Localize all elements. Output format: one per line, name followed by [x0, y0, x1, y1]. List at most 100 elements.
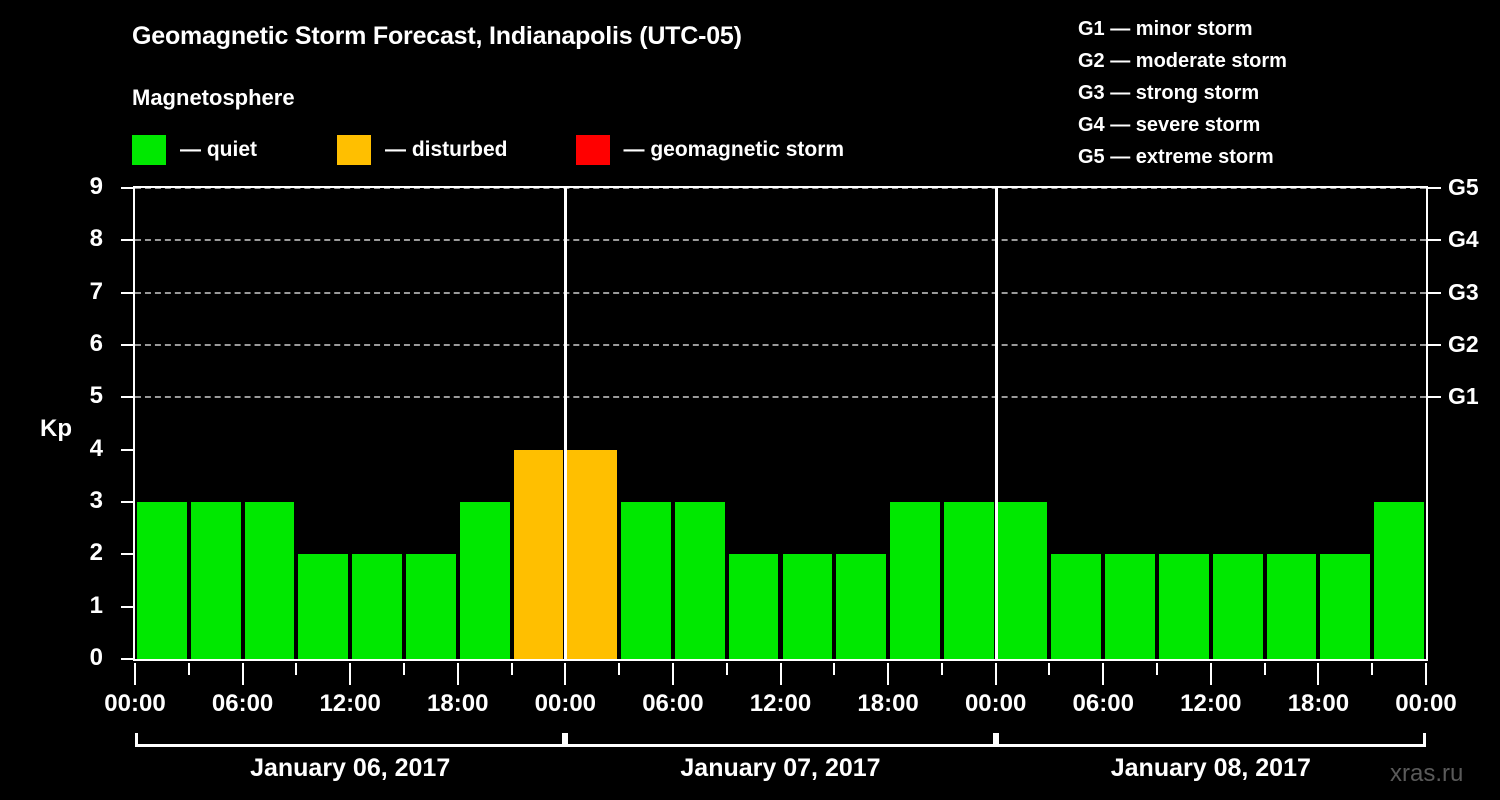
y-tick-label-3: 3: [89, 487, 103, 514]
date-label: January 07, 2017: [680, 754, 881, 782]
y-axis-title: Kp: [40, 415, 72, 442]
bar: [137, 502, 187, 659]
bar: [621, 502, 671, 659]
bar: [728, 554, 779, 659]
bar: [405, 554, 456, 659]
x-tick-mark: [564, 663, 567, 685]
legend-label-quiet: — quiet: [180, 138, 257, 161]
legend-item-quiet: — quiet: [132, 135, 257, 165]
g-tick-mark-g3: [1428, 291, 1441, 294]
x-tick-mark: [887, 663, 890, 685]
x-tick-label: 12:00: [1180, 690, 1242, 717]
g-tick-mark-g5: [1428, 187, 1441, 189]
red-swatch-icon: [575, 135, 610, 165]
x-tick-label: 00:00: [1395, 690, 1457, 717]
y-tick-mark-1: [121, 605, 133, 608]
g-tick-label-g3: G3: [1448, 278, 1479, 305]
x-tick-mark: [1263, 663, 1266, 675]
legend-label-storm: — geomagnetic storm: [623, 138, 845, 161]
g-scale-line-g1: G1 — minor storm: [1078, 18, 1253, 40]
x-tick-mark: [1102, 663, 1105, 685]
y-tick-mark-4: [121, 448, 133, 451]
x-tick-label: 00:00: [964, 690, 1027, 717]
y-tick-label-6: 6: [89, 330, 103, 357]
bar: [943, 502, 994, 659]
bar: [1374, 502, 1424, 659]
x-tick-mark: [402, 663, 405, 675]
x-tick-mark: [779, 663, 782, 685]
y-tick-mark-3: [121, 501, 133, 503]
g-tick-label-g4: G4: [1448, 226, 1479, 253]
bar: [567, 449, 618, 659]
x-tick-mark: [671, 663, 674, 685]
y-tick-mark-2: [121, 553, 133, 556]
y-tick-label-8: 8: [89, 225, 103, 253]
page-title: Geomagnetic Storm Forecast, Indianapolis…: [132, 22, 742, 50]
g-scale-line-g3: G3 — strong storm: [1078, 82, 1260, 104]
y-tick-label-2: 2: [89, 539, 103, 567]
x-tick-mark: [1048, 663, 1051, 675]
y-tick-label-7: 7: [89, 277, 103, 305]
orange-swatch-icon: [337, 135, 371, 165]
bar: [890, 502, 940, 659]
x-tick-mark: [349, 663, 352, 685]
x-tick-mark: [241, 663, 244, 685]
x-tick-mark: [833, 663, 836, 675]
date-label: January 06, 2017: [250, 754, 451, 782]
bar: [298, 554, 349, 659]
gridline-kp-8: [135, 239, 1426, 242]
y-tick-label-5: 5: [89, 382, 103, 410]
x-tick-mark: [187, 663, 190, 675]
x-tick-mark: [456, 663, 459, 685]
bar: [244, 502, 295, 659]
bar: [513, 449, 564, 659]
g-tick-mark-g2: [1428, 344, 1441, 346]
y-tick-mark-5: [121, 396, 133, 399]
x-tick-mark: [1371, 663, 1374, 675]
g-scale-line-g2: G2 — moderate storm: [1078, 50, 1287, 72]
x-tick-mark: [940, 663, 943, 675]
bar: [674, 502, 725, 659]
g-scale-line-g5: G5 — extreme storm: [1078, 146, 1274, 168]
bar: [836, 554, 887, 659]
g-scale-line-g4: G4 — severe storm: [1078, 114, 1261, 136]
bar: [1320, 554, 1371, 659]
day-separator: [564, 188, 568, 659]
g-tick-mark-g4: [1428, 239, 1441, 242]
x-tick-mark: [618, 663, 621, 675]
green-swatch-icon: [132, 135, 166, 165]
gridline-kp-6: [135, 344, 1426, 346]
plot-area: [133, 186, 1428, 661]
gridline-kp-7: [135, 291, 1426, 294]
bar: [1159, 554, 1209, 659]
legend-item-storm: — geomagnetic storm: [575, 135, 845, 165]
gridline-kp-9: [135, 188, 1426, 189]
legend-item-disturbed: — disturbed: [337, 135, 508, 165]
y-tick-mark-7: [121, 291, 133, 294]
x-tick-label: 00:00: [534, 690, 597, 717]
x-tick-label: 12:00: [749, 690, 812, 717]
y-tick-mark-8: [121, 239, 133, 242]
g-scale-legend: G1 — minor storm G2 — moderate storm G3 …: [1078, 13, 1287, 173]
g-tick-mark-g1: [1428, 396, 1441, 399]
bar: [1105, 554, 1156, 659]
x-tick-label: 06:00: [1072, 690, 1134, 717]
y-tick-label-1: 1: [89, 591, 103, 619]
x-tick-label: 18:00: [1287, 690, 1350, 717]
bar: [352, 554, 402, 659]
y-tick-mark-6: [121, 344, 133, 346]
x-tick-mark: [1209, 663, 1212, 685]
x-tick-mark: [134, 663, 136, 685]
y-tick-label-9: 9: [89, 173, 103, 200]
date-bracket: [995, 733, 1426, 747]
x-tick-mark: [994, 663, 997, 685]
y-tick-mark-9: [121, 187, 133, 189]
y-tick-mark-0: [121, 658, 133, 660]
x-tick-label: 12:00: [319, 690, 381, 717]
x-tick-mark: [1317, 663, 1320, 685]
watermark: xras.ru: [1390, 760, 1464, 787]
date-label: January 08, 2017: [1110, 754, 1311, 782]
date-bracket: [135, 733, 566, 747]
x-tick-label: 06:00: [211, 690, 274, 717]
